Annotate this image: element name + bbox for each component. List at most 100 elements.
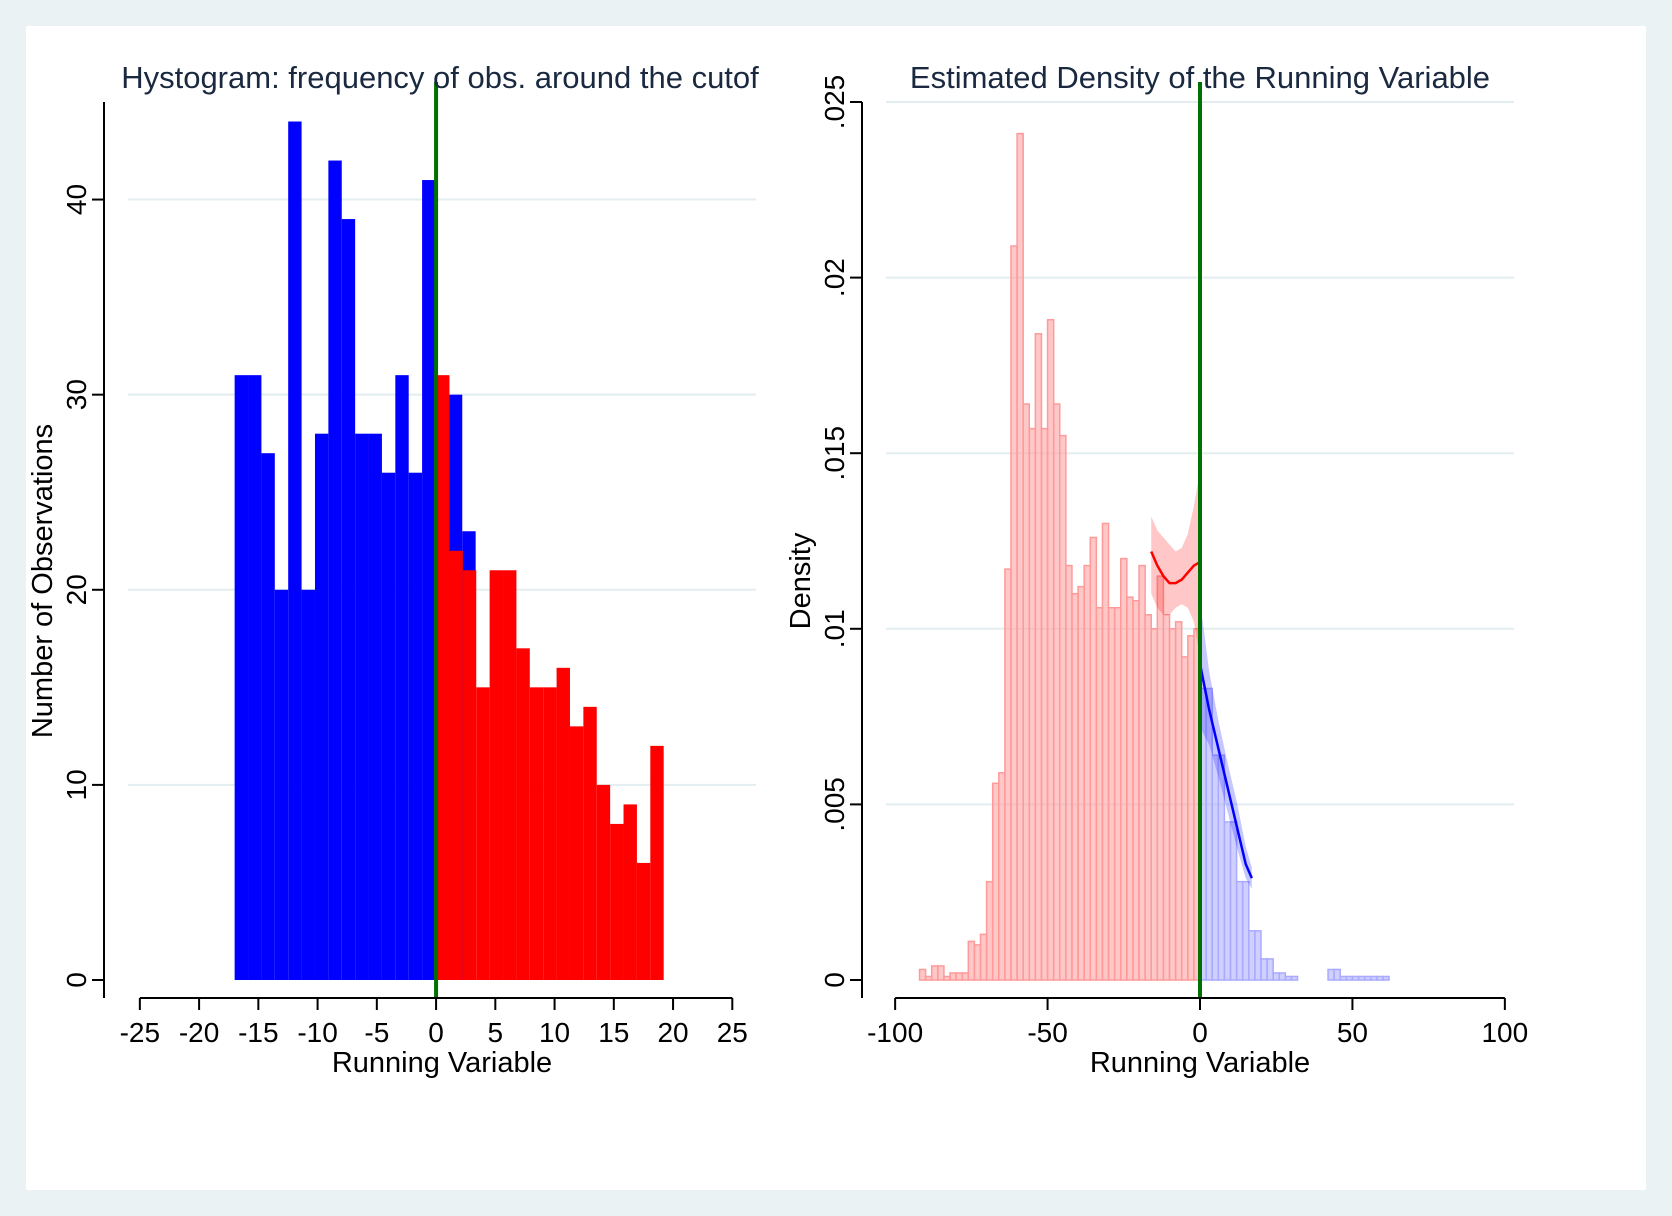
bar (503, 570, 517, 980)
x-tick-label: 25 (717, 1017, 748, 1048)
x-tick-label: -10 (297, 1017, 337, 1048)
bar (1162, 614, 1171, 981)
y-tick-label: .015 (819, 426, 850, 481)
bar-series (918, 132, 1201, 981)
x-tick-label: -50 (1027, 1017, 1067, 1048)
bar (1284, 975, 1293, 981)
bar (489, 570, 504, 980)
bar (1339, 975, 1348, 981)
bar (1363, 975, 1372, 981)
bar (1351, 975, 1360, 981)
y-axis-label: Number of Observations (27, 424, 59, 738)
bar (930, 965, 939, 981)
bar (636, 862, 651, 980)
bar (248, 375, 262, 981)
bar (408, 472, 423, 980)
y-tick-label: 10 (61, 769, 92, 800)
y-axis-label: Density (785, 532, 817, 629)
bar (1382, 975, 1390, 981)
y-tick-label: 20 (61, 574, 92, 605)
x-tick-label: -25 (120, 1017, 160, 1048)
bar (1004, 568, 1012, 981)
bar (949, 972, 957, 981)
y-tick-label: .025 (819, 75, 850, 130)
bar (543, 687, 557, 980)
x-tick-label: 100 (1481, 1017, 1528, 1048)
bar (924, 975, 933, 981)
bar (1174, 621, 1183, 981)
bar (381, 472, 396, 980)
bar (998, 772, 1006, 981)
x-tick-label: 0 (1192, 1017, 1208, 1048)
x-tick-label: 5 (488, 1017, 504, 1048)
bar (314, 433, 329, 980)
bar (1254, 930, 1262, 981)
bar (395, 375, 409, 981)
bar (274, 589, 289, 980)
bar (596, 784, 611, 980)
confidence-band (1200, 600, 1252, 889)
bar-series (234, 121, 476, 981)
chart-title: Estimated Density of the Running Variabl… (910, 60, 1490, 95)
y-tick-label: 30 (61, 379, 92, 410)
bar (1095, 606, 1104, 981)
bar (1126, 596, 1134, 981)
x-tick-label: -100 (867, 1017, 923, 1048)
bar (583, 706, 597, 980)
bar-series (1199, 687, 1390, 981)
bar (1113, 606, 1122, 981)
bar (1187, 635, 1195, 981)
bar (1345, 975, 1354, 981)
bar (610, 823, 624, 980)
bar (1077, 585, 1085, 981)
bar (1059, 434, 1067, 981)
bar (422, 180, 436, 981)
bar (1119, 557, 1128, 981)
bar (1235, 880, 1244, 981)
y-tick-label: .02 (819, 258, 850, 297)
x-axis-label: Running Variable (332, 1047, 552, 1079)
bar (1065, 564, 1073, 981)
bar (1071, 592, 1079, 981)
bar (1138, 564, 1146, 981)
bar (1223, 821, 1232, 981)
bar (1144, 614, 1152, 981)
histogram-panel: -25 -20 -15 -10 -5 0 5 10 15 20 25 0 10 20 30 40 Hystogr… (27, 60, 759, 1079)
bar (234, 375, 249, 981)
bar (1052, 403, 1061, 981)
bar (355, 433, 369, 980)
bar (1150, 628, 1159, 981)
bar (436, 375, 450, 981)
y-tick-label: 0 (61, 972, 92, 988)
bar (569, 726, 584, 980)
bar (1180, 656, 1189, 981)
bar (1229, 821, 1238, 981)
bar (973, 944, 982, 981)
bar (943, 975, 951, 981)
bar (1260, 958, 1268, 981)
bar (1278, 972, 1287, 981)
bar (1333, 968, 1341, 981)
bar (1168, 628, 1177, 981)
bar (261, 453, 275, 980)
x-tick-label: -5 (364, 1017, 389, 1048)
bar-series (436, 375, 664, 981)
x-tick-label: -15 (238, 1017, 278, 1048)
bar (1046, 318, 1055, 981)
bar (368, 433, 382, 980)
bar (991, 782, 1000, 981)
bar (979, 933, 988, 981)
bar (961, 972, 970, 981)
bar (1101, 522, 1110, 981)
bar (1022, 403, 1031, 981)
bar (1028, 427, 1037, 981)
density-panel: -100 -50 0 50 100 0 .005 .01 .015 .02 .025 Estimate… (785, 60, 1528, 1079)
bar (1248, 930, 1256, 981)
bar (476, 687, 490, 980)
x-tick-label: 0 (428, 1017, 444, 1048)
x-tick-label: 15 (598, 1017, 629, 1048)
figure: -25 -20 -15 -10 -5 0 5 10 15 20 25 0 10 20 30 40 Hystogr… (26, 26, 1646, 1190)
bar (985, 880, 994, 981)
bar (1241, 880, 1250, 981)
confidence-band (1151, 470, 1200, 657)
